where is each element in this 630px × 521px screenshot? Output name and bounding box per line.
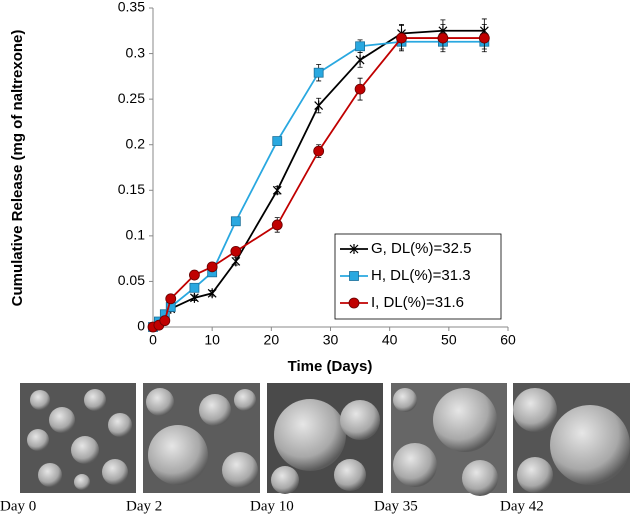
x-tick-label: 0 — [149, 332, 157, 348]
series — [147, 24, 490, 333]
image-caption: Day 0 — [0, 498, 36, 514]
legend-marker — [349, 271, 359, 281]
marker — [189, 282, 200, 293]
image-caption: Day 10 — [250, 498, 294, 514]
image-caption: Day 42 — [500, 498, 544, 514]
marker — [231, 256, 241, 267]
marker — [271, 219, 283, 231]
x-tick-label: 50 — [441, 332, 457, 348]
marker — [314, 100, 324, 111]
y-tick-label: 0.25 — [118, 90, 145, 106]
y-tick-label: 0.35 — [118, 0, 145, 15]
legend-marker — [349, 244, 359, 254]
sem-images — [20, 383, 630, 496]
marker — [189, 292, 199, 303]
x-tick-label: 20 — [264, 332, 280, 348]
marker — [272, 136, 283, 146]
marker — [437, 32, 449, 44]
marker — [355, 41, 365, 52]
image-caption: Day 2 — [126, 498, 162, 514]
y-axis-title: Cumulative Release (mg of naltrexone) — [9, 30, 26, 307]
x-tick-label: 40 — [382, 332, 398, 348]
marker — [313, 67, 324, 78]
y-tick-label: 0.05 — [118, 272, 145, 288]
marker — [207, 288, 217, 299]
marker — [206, 261, 218, 273]
legend-marker — [348, 297, 360, 309]
marker — [354, 83, 366, 95]
marker — [355, 54, 365, 65]
marker — [272, 185, 282, 196]
y-tick-label: 0.2 — [126, 135, 146, 151]
legend: G, DL(%)=32.5 H, DL(%)=31.3 I, DL(%)=31.6 — [334, 233, 502, 320]
marker — [230, 216, 241, 227]
legend-label: I, DL(%)=31.6 — [371, 294, 464, 311]
legend-label: H, DL(%)=31.3 — [371, 267, 471, 284]
x-axis-title: Time (Days) — [288, 358, 373, 375]
marker — [189, 269, 200, 281]
y-tick-label: 0 — [137, 318, 145, 334]
image-caption: Day 35 — [374, 498, 418, 514]
x-tick-label: 60 — [500, 332, 516, 348]
x-tick-label: 30 — [323, 332, 339, 348]
marker — [165, 293, 177, 305]
marker — [313, 145, 325, 157]
x-tick-label: 10 — [204, 332, 220, 348]
marker — [478, 32, 490, 44]
marker — [230, 245, 242, 257]
y-tick-label: 0.15 — [118, 181, 145, 197]
legend-label: G, DL(%)=32.5 — [371, 240, 471, 257]
y-tick-label: 0.3 — [126, 44, 146, 60]
y-tick-label: 0.1 — [126, 227, 146, 243]
marker — [159, 315, 171, 327]
marker — [396, 32, 407, 44]
